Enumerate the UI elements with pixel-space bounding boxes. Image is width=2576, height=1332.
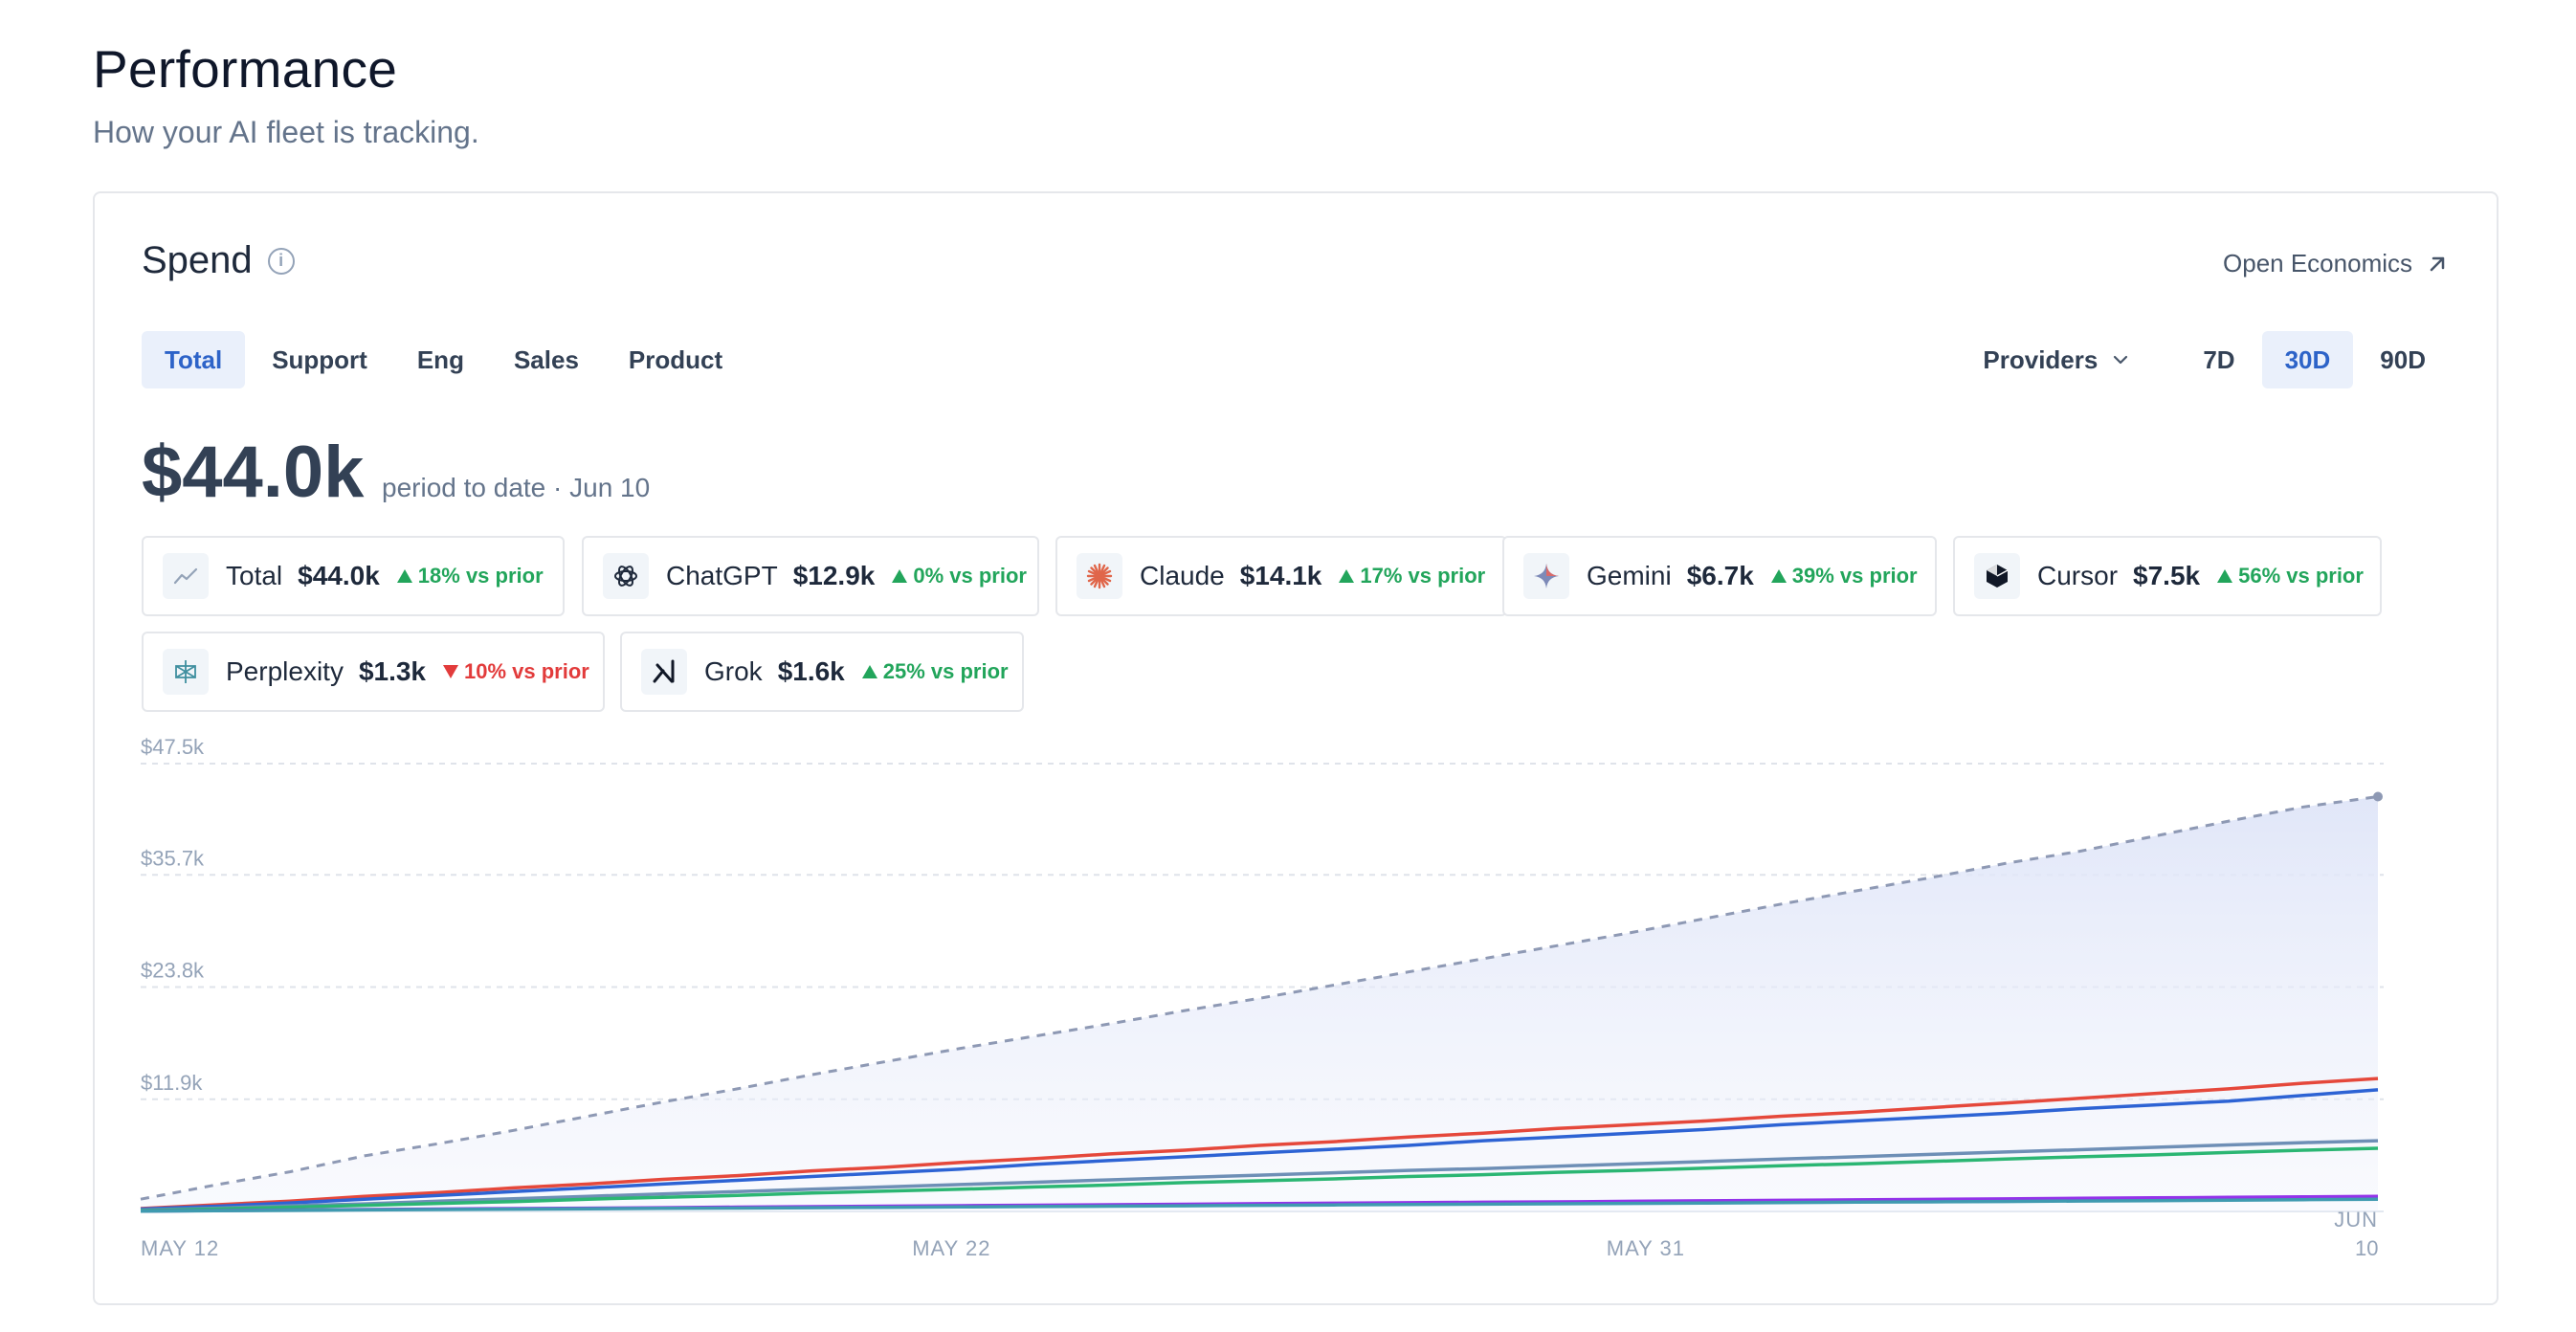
total-spend-value: $44.0k — [142, 432, 365, 513]
x-tick-label: MAY 22 — [912, 1236, 990, 1260]
series-line-perplexity — [140, 1197, 2379, 1213]
x-tick-label: MAY 12 — [141, 1236, 219, 1260]
series-area-total — [141, 796, 2378, 1211]
chevron-down-icon — [2114, 355, 2128, 365]
provider-chip-grok[interactable]: Grok $1.6k 25% vs prior — [620, 632, 1024, 712]
cursor-logo-icon — [1974, 553, 2020, 599]
provider-chip-total[interactable]: Total $44.0k 18% vs prior — [142, 536, 565, 616]
series-line-chatgpt — [140, 1088, 2379, 1211]
gemini-logo-icon — [1523, 553, 1569, 599]
chip-delta: 56% vs prior — [2217, 564, 2364, 588]
open-economics-label: Open Economics — [2223, 249, 2412, 278]
arrow-up-icon — [1339, 569, 1355, 583]
x-tick-label: JUN — [2334, 1208, 2378, 1232]
arrow-up-icon — [1770, 569, 1787, 583]
provider-chip-gemini[interactable]: Gemini $6.7k 39% vs prior — [1502, 536, 1937, 616]
grok-logo-icon — [641, 649, 687, 695]
chip-name: Gemini — [1587, 561, 1672, 590]
chip-delta-text: 17% vs prior — [1360, 564, 1486, 588]
chip-value: $1.6k — [777, 656, 845, 686]
spend-card: Spend i Open Economics Total Support Eng… — [93, 191, 2498, 1305]
tab-product[interactable]: Product — [628, 344, 723, 374]
chip-delta-text: 56% vs prior — [2238, 564, 2364, 588]
chip-value: $12.9k — [792, 561, 876, 590]
chart-controls: Providers 7D 30D 90D — [1960, 331, 2449, 388]
arrow-up-icon — [861, 665, 877, 678]
chip-name: Claude — [1140, 561, 1225, 590]
provider-chip-claude[interactable]: Claude $14.1k 17% vs prior — [1055, 536, 1507, 616]
chip-value: $6.7k — [1686, 561, 1754, 590]
chip-delta: 18% vs prior — [396, 564, 544, 588]
chip-delta-text: 18% vs prior — [417, 564, 544, 588]
arrow-up-icon — [2217, 569, 2233, 583]
chip-delta: 0% vs prior — [892, 564, 1027, 588]
chip-delta-text: 25% vs prior — [882, 659, 1009, 683]
page-subtitle: How your AI fleet is tracking. — [93, 115, 479, 149]
providers-label: Providers — [1983, 344, 2099, 374]
chip-delta: 17% vs prior — [1339, 564, 1485, 588]
chip-delta-text: 39% vs prior — [1791, 564, 1918, 588]
tab-support[interactable]: Support — [272, 344, 367, 374]
chip-delta-text: 0% vs prior — [913, 564, 1027, 588]
trend-line-icon — [163, 553, 209, 599]
chip-name: Cursor — [2037, 561, 2119, 590]
chip-value: $7.5k — [2133, 561, 2201, 590]
total-spend-caption: period to date · Jun 10 — [382, 473, 651, 502]
provider-chip-perplexity[interactable]: Perplexity $1.3k 10% vs prior — [142, 632, 605, 712]
y-tick-label: $47.5k — [141, 735, 205, 759]
chip-value: $14.1k — [1239, 561, 1322, 590]
chip-name: Grok — [704, 656, 763, 686]
range-7d-button[interactable]: 7D — [2203, 344, 2235, 374]
tab-sales[interactable]: Sales — [513, 344, 579, 374]
chip-value: $1.3k — [358, 656, 427, 686]
spend-card-header: Spend i — [142, 239, 295, 282]
chip-value: $44.0k — [298, 561, 380, 590]
providers-dropdown[interactable]: Providers — [1960, 331, 2153, 388]
chatgpt-logo-icon — [603, 553, 649, 599]
series-endpoint-total — [2373, 791, 2383, 802]
chip-name: Perplexity — [226, 656, 344, 686]
arrow-up-right-icon — [2430, 256, 2445, 271]
arrow-up-icon — [396, 569, 412, 583]
series-line-total — [140, 795, 2379, 1201]
spend-title: Spend — [142, 239, 253, 281]
team-tabs: Total Support Eng Sales Product — [142, 331, 745, 388]
provider-chip-chatgpt[interactable]: ChatGPT $12.9k 0% vs prior — [582, 536, 1039, 616]
claude-logo-icon — [1077, 553, 1122, 599]
chip-delta: 25% vs prior — [861, 659, 1009, 684]
series-line-gemini — [140, 1146, 2379, 1212]
chip-delta-text: 10% vs prior — [464, 659, 589, 683]
open-economics-link[interactable]: Open Economics — [2223, 249, 2449, 278]
page-title: Performance — [93, 39, 398, 99]
tab-total[interactable]: Total — [142, 331, 246, 388]
chip-name: Total — [226, 561, 283, 590]
series-line-claude — [140, 1077, 2379, 1210]
perplexity-logo-icon — [163, 649, 209, 695]
chip-delta: 39% vs prior — [1770, 564, 1918, 588]
spend-chart: $47.5k $35.7k $23.8k $11.9k MAY 12 MAY 22 MAY … — [140, 735, 2384, 1260]
chip-delta: 10% vs prior — [443, 659, 589, 684]
arrow-down-icon — [443, 665, 459, 678]
provider-chip-cursor[interactable]: Cursor $7.5k 56% vs prior — [1953, 536, 2382, 616]
range-90d-button[interactable]: 90D — [2380, 344, 2426, 374]
arrow-up-icon — [892, 569, 908, 583]
y-tick-label: $35.7k — [141, 846, 205, 870]
info-icon[interactable]: i — [267, 247, 295, 275]
x-tick-label: MAY 31 — [1607, 1236, 1685, 1260]
y-tick-label: $11.9k — [141, 1071, 203, 1095]
chip-name: ChatGPT — [666, 561, 778, 590]
y-tick-label: $23.8k — [141, 959, 205, 983]
x-tick-label: 10 — [2355, 1236, 2378, 1260]
range-30d-button[interactable]: 30D — [2261, 331, 2354, 388]
series-line-cursor — [140, 1139, 2379, 1212]
tab-eng[interactable]: Eng — [416, 344, 464, 374]
